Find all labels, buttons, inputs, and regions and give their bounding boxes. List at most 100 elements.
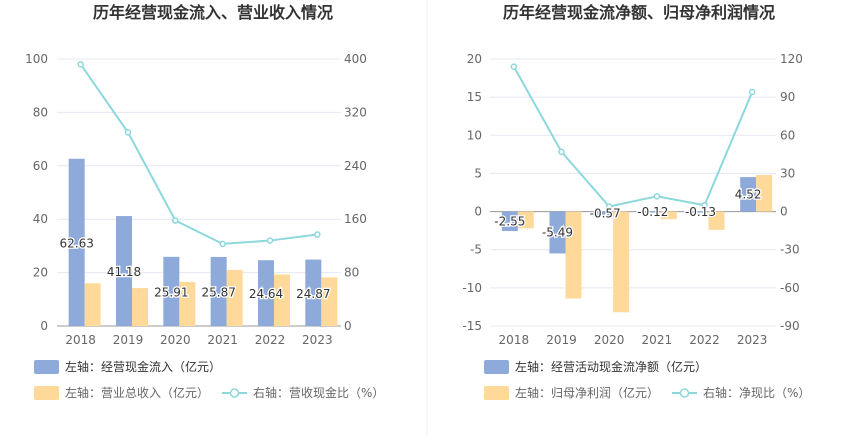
data-label: 62.63 — [59, 236, 93, 250]
line-point-2018 — [77, 61, 84, 68]
bar-primary-2021 — [210, 256, 227, 326]
legend-swatch — [484, 386, 509, 400]
bar-primary-2021 — [644, 211, 661, 213]
right-axis-tick-label: 120 — [780, 52, 803, 66]
bar-secondary-2023 — [756, 174, 773, 212]
line-point-2020 — [172, 217, 179, 224]
legend-swatch-marker — [229, 388, 240, 398]
line-point-2023 — [748, 88, 756, 96]
right-axis-tick-label: 160 — [344, 212, 367, 226]
category-label: 2019 — [546, 333, 577, 347]
bar-primary-2019 — [116, 216, 132, 326]
bar-secondary-2021 — [660, 211, 677, 220]
legend-swatch — [34, 360, 59, 374]
legend-label: 右轴：营收现金比（%） — [253, 385, 384, 400]
category-label: 2021 — [207, 333, 238, 347]
bar-primary-2020 — [597, 211, 614, 216]
bar-secondary-2022 — [708, 211, 725, 230]
bar-secondary-2021 — [226, 269, 243, 326]
data-label: 25.91 — [154, 285, 188, 299]
right-axis-tick-label: -60 — [780, 281, 800, 295]
right-axis-tick-label: 400 — [344, 52, 367, 66]
bar-primary-2023 — [305, 259, 322, 326]
right-axis-tick-label: 240 — [344, 159, 367, 173]
line-point-2020 — [605, 203, 613, 210]
bar-secondary-2020 — [179, 281, 196, 326]
category-label: 2023 — [302, 333, 333, 347]
chart-net-cash-flow-profit: 历年经营现金流净额、归母净利润情况 -15 -10 -5 0 5 10 15 20 -90 -60 -… — [462, 3, 810, 400]
legend-swatch — [484, 360, 509, 374]
chart-cash-inflow-revenue: 历年经营现金流入、营业收入情况 0 20 40 60 80 100 0 80 160 240 320 4… — [25, 3, 384, 400]
legend-label: 左轴：经营现金流入（亿元） — [65, 359, 221, 374]
left-axis-tick-label: -5 — [470, 243, 482, 257]
line-series — [512, 66, 754, 208]
left-axis-tick-label: 0 — [40, 319, 48, 333]
left-axis-tick-label: 100 — [25, 52, 48, 66]
right-axis-tick-label: 320 — [344, 105, 367, 119]
bar-primary-2019 — [549, 211, 566, 254]
category-label: 2018 — [65, 333, 96, 347]
left-axis-tick-label: 15 — [467, 90, 482, 104]
bar-secondary-2022 — [274, 274, 290, 326]
right-axis-tick-label: 60 — [780, 128, 795, 142]
left-axis-tick-label: 80 — [33, 105, 48, 119]
left-axis-tick-label: -10 — [462, 281, 482, 295]
data-label: -0.13 — [685, 205, 716, 219]
data-label: 41.18 — [107, 265, 141, 279]
bar-secondary-2019 — [132, 288, 148, 326]
left-axis-tick-label: 20 — [33, 266, 48, 280]
category-label: 2021 — [642, 333, 673, 347]
legend-label: 左轴：营业总收入（亿元） — [65, 385, 209, 400]
line-point-2021 — [653, 193, 661, 200]
bar-secondary-2019 — [565, 211, 582, 299]
data-label: 24.64 — [249, 287, 283, 301]
bar-secondary-2023 — [321, 277, 338, 326]
bar-primary-2018 — [68, 158, 85, 326]
line-series — [79, 63, 318, 245]
right-axis-tick-label: 0 — [344, 319, 352, 333]
left-axis-tick-label: 20 — [467, 52, 482, 66]
left-axis-tick-label: 0 — [474, 205, 482, 219]
data-label: -0.12 — [637, 205, 668, 219]
category-label: 2020 — [594, 333, 625, 347]
data-label: 25.87 — [201, 285, 235, 299]
category-label: 2019 — [113, 333, 144, 347]
chart-title: 历年经营现金流入、营业收入情况 — [93, 3, 333, 22]
right-axis-tick-label: 0 — [780, 205, 788, 219]
data-label: 24.87 — [296, 287, 330, 301]
left-axis-tick-label: -15 — [462, 319, 482, 333]
left-axis-tick-label: 60 — [33, 159, 48, 173]
category-label: 2018 — [499, 333, 530, 347]
legend-swatch-marker — [679, 388, 690, 398]
legend-label: 左轴：归母净利润（亿元） — [515, 385, 659, 400]
bar-secondary-2018 — [517, 211, 534, 229]
line-point-2019 — [124, 129, 132, 136]
line-point-2022 — [701, 201, 708, 209]
category-label: 2022 — [255, 333, 286, 347]
line-point-2022 — [266, 237, 274, 244]
right-axis-tick-label: -30 — [780, 243, 800, 257]
line-point-2019 — [558, 148, 565, 156]
category-label: 2023 — [737, 333, 768, 347]
legend-swatch — [34, 386, 59, 400]
data-label: -5.49 — [542, 226, 573, 240]
right-axis-tick-label: 80 — [344, 266, 359, 280]
bar-primary-2022 — [692, 211, 709, 213]
left-axis-tick-label: 40 — [33, 212, 48, 226]
left-axis-tick-label: 5 — [474, 166, 482, 180]
line-point-2023 — [314, 231, 321, 238]
right-axis-tick-label: -90 — [780, 319, 800, 333]
right-axis-tick-label: 90 — [780, 90, 795, 104]
data-label: 4.52 — [735, 187, 762, 201]
category-label: 2022 — [689, 333, 720, 347]
category-label: 2020 — [160, 333, 191, 347]
right-axis-tick-label: 30 — [780, 166, 795, 180]
line-point-2018 — [510, 63, 518, 70]
bar-secondary-2018 — [84, 283, 101, 326]
bar-primary-2018 — [501, 211, 518, 232]
data-label: -2.55 — [494, 214, 525, 228]
bar-secondary-2020 — [613, 211, 630, 313]
line-point-2021 — [219, 240, 226, 248]
left-axis-tick-label: 10 — [467, 128, 482, 142]
